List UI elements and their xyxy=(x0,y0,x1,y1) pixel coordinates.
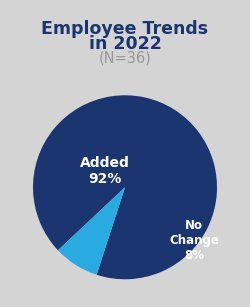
Text: No
Change
8%: No Change 8% xyxy=(169,219,219,262)
Text: Employee Trends: Employee Trends xyxy=(42,20,208,38)
Text: (N=36): (N=36) xyxy=(98,51,152,66)
Text: Added
92%: Added 92% xyxy=(80,156,130,186)
Text: in 2022: in 2022 xyxy=(88,35,162,53)
Wedge shape xyxy=(33,95,217,279)
Wedge shape xyxy=(58,187,125,275)
